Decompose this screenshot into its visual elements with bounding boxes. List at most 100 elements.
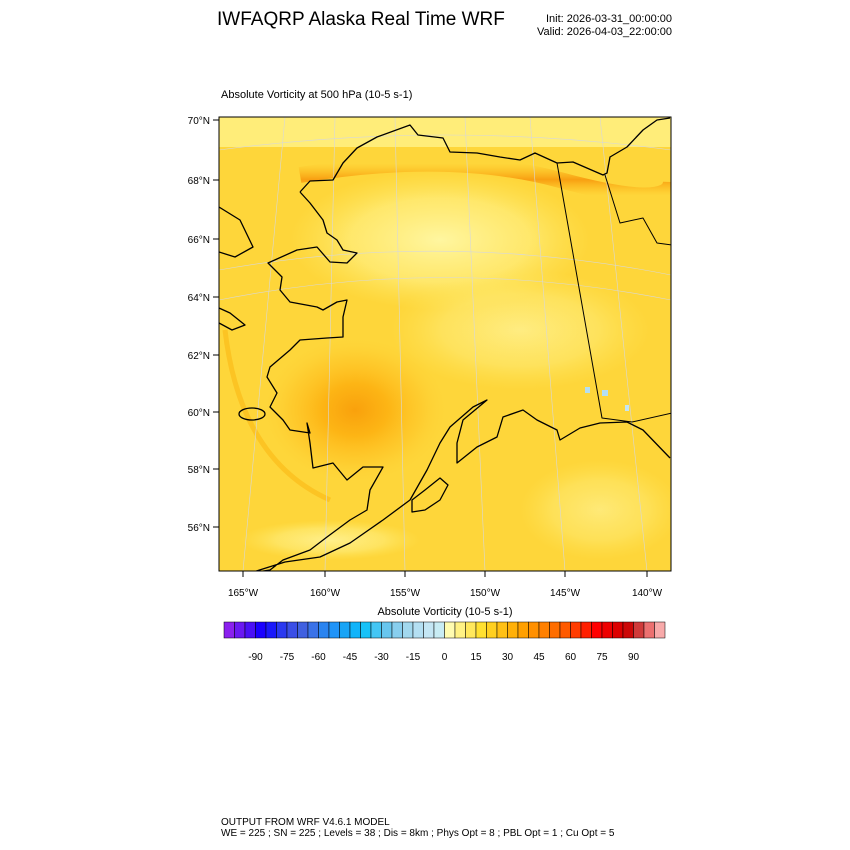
negative-patches	[585, 387, 629, 411]
colorbar-tick-label: 0	[442, 652, 448, 663]
map-frame	[218, 116, 672, 572]
colorbar-box	[360, 621, 372, 639]
us-canada-border	[556, 162, 671, 423]
negative-patch	[625, 405, 629, 411]
colorbar-box	[465, 621, 477, 639]
colorbar-box	[444, 621, 456, 639]
colorbar-box	[423, 621, 435, 639]
colorbar-box	[412, 621, 424, 639]
colorbar-box	[402, 621, 414, 639]
colorbar-box	[475, 621, 487, 639]
chukotka-coast	[219, 206, 254, 331]
colorbar-box	[643, 621, 655, 639]
colorbar-box	[276, 621, 288, 639]
model-config: WE = 225 ; SN = 225 ; Levels = 38 ; Dis …	[221, 828, 615, 839]
colorbar-box	[433, 621, 445, 639]
vorticity-ring-west	[222, 329, 332, 503]
graticule	[219, 117, 671, 571]
colorbar-box	[318, 621, 330, 639]
lat-tick-label: 56°N	[188, 523, 210, 534]
colorbar-tick-label: -15	[406, 652, 421, 663]
colorbar-tick-label: 60	[565, 652, 577, 663]
colorbar-box	[601, 621, 613, 639]
colorbar-box	[549, 621, 561, 639]
lat-tick-label: 64°N	[188, 293, 210, 304]
field-light-interior-2	[390, 270, 650, 390]
colorbar-tick-label: 90	[628, 652, 640, 663]
latitude-axis: 70°N 68°N 66°N 64°N 62°N 60°N 58°N 56°N	[188, 116, 219, 534]
field-title: Absolute Vorticity at 500 hPa (10-5 s-1)	[221, 89, 413, 101]
colorbar-tick-label: 75	[596, 652, 608, 663]
colorbar-tick-label: 15	[470, 652, 482, 663]
colorbar-box	[507, 621, 519, 639]
colorbar-box	[339, 621, 351, 639]
field-light-southwest	[240, 520, 420, 560]
colorbar-tick-label: -30	[374, 652, 389, 663]
colorbar-box	[580, 621, 592, 639]
colorbar-box	[255, 621, 267, 639]
colorbar-tick-labels: -90 -75 -60 -45 -30 -15 0 15 30 45 60 75 90	[248, 652, 639, 663]
colorbar-box	[517, 621, 529, 639]
coastlines	[219, 117, 671, 571]
colorbar-box	[633, 621, 645, 639]
colorbar-box	[297, 621, 309, 639]
lat-tick-label: 58°N	[188, 465, 210, 476]
colorbar-box	[223, 621, 235, 639]
colorbar-box	[486, 621, 498, 639]
field-light-gulf	[520, 460, 671, 560]
colorbar-box	[307, 621, 319, 639]
lon-tick-label: 140°W	[632, 588, 663, 599]
colorbar-tick-label: -60	[311, 652, 326, 663]
colorbar-box	[538, 621, 550, 639]
colorbar-box	[391, 621, 403, 639]
lon-tick-label: 165°W	[228, 588, 259, 599]
colorbar-tick-label: 45	[533, 652, 545, 663]
colorbar-box	[496, 621, 508, 639]
lon-tick-label: 150°W	[470, 588, 501, 599]
colorbar-tick-label: -75	[280, 652, 295, 663]
colorbar-title: Absolute Vorticity (10-5 s-1)	[377, 606, 513, 618]
model-info: OUTPUT FROM WRF V4.6.1 MODEL WE = 225 ; …	[221, 817, 614, 839]
kodiak-island	[411, 477, 449, 513]
colorbar-box	[328, 621, 340, 639]
yukon-nwt-border	[604, 174, 671, 246]
lat-tick-label: 66°N	[188, 235, 210, 246]
negative-patch	[602, 390, 608, 396]
colorbar-box	[370, 621, 382, 639]
colorbar-box	[622, 621, 634, 639]
colorbar-box	[559, 621, 571, 639]
figure-title: IWFAQRP Alaska Real Time WRF	[217, 9, 505, 30]
colorbar-tick-label: -90	[248, 652, 263, 663]
colorbar-box	[265, 621, 277, 639]
lat-tick-label: 60°N	[188, 408, 210, 419]
colorbar-box	[349, 621, 361, 639]
colorbar-box	[286, 621, 298, 639]
colorbar-box	[454, 621, 466, 639]
colorbar-box	[381, 621, 393, 639]
lon-tick-label: 160°W	[310, 588, 341, 599]
init-time: Init: 2026-03-31_00:00:00	[546, 13, 672, 25]
lat-tick-label: 62°N	[188, 351, 210, 362]
colorbar-box	[244, 621, 256, 639]
vorticity-field	[219, 117, 671, 571]
model-version: OUTPUT FROM WRF V4.6.1 MODEL	[221, 817, 390, 828]
longitude-axis: 165°W 160°W 155°W 150°W 145°W 140°W	[228, 571, 663, 599]
lat-tick-label: 70°N	[188, 116, 210, 127]
lon-tick-label: 145°W	[550, 588, 581, 599]
lon-tick-label: 155°W	[390, 588, 421, 599]
valid-time: Valid: 2026-04-03_22:00:00	[537, 26, 672, 38]
alaska-coastline	[254, 117, 671, 571]
vorticity-max-center	[260, 335, 450, 485]
colorbar-tick-label: 30	[502, 652, 514, 663]
vorticity-band-north	[298, 155, 671, 204]
negative-patch	[585, 387, 590, 393]
run-times: Init: 2026-03-31_00:00:00 Valid: 2026-04…	[537, 13, 672, 39]
colorbar-box	[570, 621, 582, 639]
colorbar	[223, 621, 666, 639]
colorbar-tick-label: -45	[343, 652, 358, 663]
colorbar-box	[612, 621, 624, 639]
st-lawrence-island	[238, 407, 266, 421]
colorbar-box	[654, 621, 666, 639]
colorbar-box	[591, 621, 603, 639]
